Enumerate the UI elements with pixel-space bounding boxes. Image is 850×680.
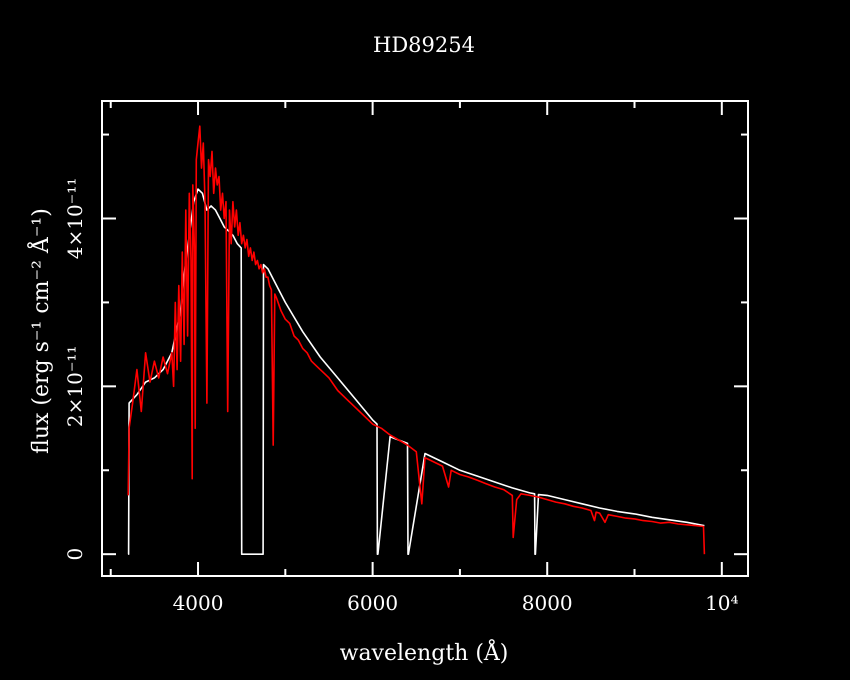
spectrum-series [127, 125, 706, 556]
y-tick-label: 0 [63, 548, 87, 561]
series-line-0 [127, 188, 705, 556]
y-tick-label: 4×10⁻¹¹ [63, 178, 87, 260]
x-tick-label: 6000 [347, 591, 398, 615]
y-tick-label: 2×10⁻¹¹ [63, 346, 87, 428]
y-axis-label: flux (erg s⁻¹ cm⁻² Å⁻¹) [26, 208, 54, 454]
chart-title: HD89254 [373, 33, 475, 57]
x-axis-label: wavelength (Å) [340, 638, 509, 666]
x-tick-label: 10⁴ [705, 591, 738, 615]
plot-frame [101, 100, 749, 577]
tick-labels: 4000 6000 8000 10⁴ 0 2×10⁻¹¹ 4×10⁻¹¹ [63, 178, 739, 615]
x-tick-label: 8000 [522, 591, 573, 615]
plot-border [101, 100, 749, 577]
x-tick-label: 4000 [173, 591, 224, 615]
series-line-1 [127, 125, 706, 555]
axis-ticks [102, 101, 748, 576]
